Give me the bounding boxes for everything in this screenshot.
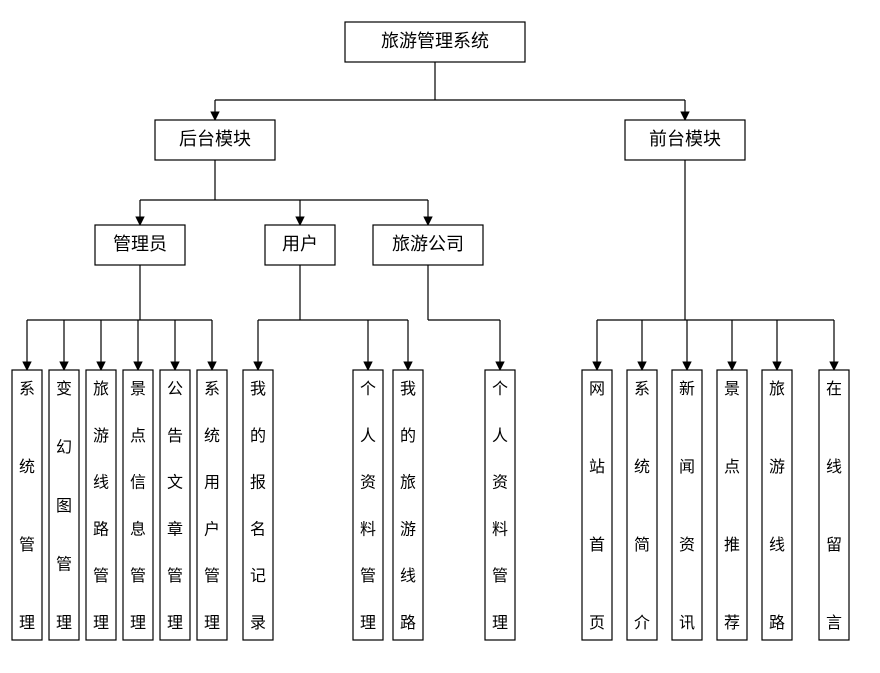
- admin-leaf-3: [123, 370, 153, 640]
- company-leaf-0: [485, 370, 515, 640]
- user-leaf-2: [393, 370, 423, 640]
- root-node-label: 旅游管理系统: [381, 31, 489, 51]
- front-leaf-2: [672, 370, 702, 640]
- node-company-label: 旅游公司: [392, 234, 464, 254]
- user-leaf-1: [353, 370, 383, 640]
- user-leaf-0: [243, 370, 273, 640]
- node-admin-label: 管理员: [113, 234, 167, 254]
- node-user-label: 用户: [282, 234, 318, 254]
- admin-leaf-4: [160, 370, 190, 640]
- front-leaf-1: [627, 370, 657, 640]
- admin-leaf-2: [86, 370, 116, 640]
- admin-leaf-0: [12, 370, 42, 640]
- front-leaf-0: [582, 370, 612, 640]
- admin-leaf-5: [197, 370, 227, 640]
- front-leaf-5: [819, 370, 849, 640]
- node-back-label: 后台模块: [179, 129, 251, 149]
- front-leaf-4: [762, 370, 792, 640]
- front-leaf-3: [717, 370, 747, 640]
- node-front-label: 前台模块: [649, 129, 721, 149]
